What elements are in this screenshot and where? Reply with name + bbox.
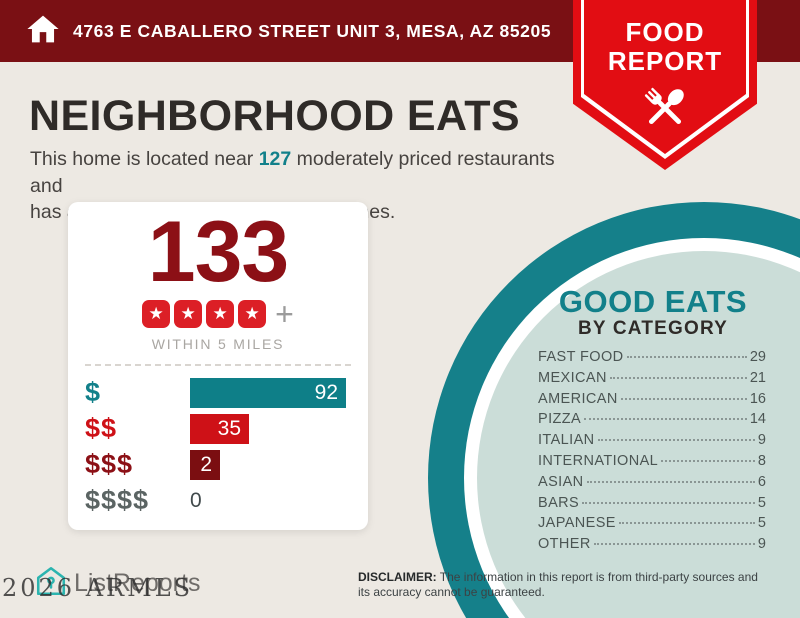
price-tier-label: $$$ [85, 449, 134, 480]
mls-watermark: 2026 ARMLS [2, 574, 194, 602]
category-label: OTHER [538, 536, 591, 553]
price-tier-bar: 92 [190, 377, 346, 408]
star-icon: ★ [174, 299, 203, 328]
disclaimer: DISCLAIMER: The information in this repo… [358, 570, 772, 600]
price-tier-bar: 2 [190, 449, 220, 480]
dotted-leader [584, 418, 747, 421]
dotted-leader [593, 543, 755, 546]
category-label: ITALIAN [538, 432, 595, 449]
price-tier-row: $$$$ 0 [85, 485, 351, 516]
category-row: ASIAN 6 [538, 474, 766, 495]
dotted-leader [609, 376, 747, 379]
category-value: 29 [749, 349, 766, 365]
category-value: 14 [749, 411, 766, 428]
category-value: 9 [757, 536, 766, 553]
category-label: AMERICAN [538, 390, 618, 407]
category-value: 8 [757, 452, 766, 469]
star-icon: ★ [206, 299, 235, 328]
dashed-divider [85, 363, 351, 366]
dotted-leader [618, 522, 755, 525]
restaurant-count: 127 [258, 148, 292, 170]
good-eats-title: GOOD EATS [558, 284, 748, 319]
price-tier-track: 92 [190, 377, 346, 408]
crossed-spoon-fork-icon [573, 81, 757, 140]
category-row: PIZZA 14 [538, 411, 766, 432]
disclaimer-text: The information in this report is from t… [358, 570, 758, 599]
category-list: FAST FOOD 29 MEXICAN 21 AMERICAN 16 PIZZA 14 ITA… [538, 349, 766, 557]
star-rating: ★ ★ ★ ★ + [68, 295, 368, 332]
badge-title: FOOD REPORT [573, 18, 757, 76]
price-tier-label: $$$$ [85, 485, 150, 516]
price-tier-bar-chart: $92 $$ 35 $$$ 2 $$$$ 0 [68, 377, 368, 516]
price-tier-value: 92 [314, 380, 338, 404]
house-outline-icon [34, 564, 68, 603]
dotted-leader [626, 356, 747, 358]
price-tier-row: $$ 35 [85, 413, 351, 444]
intro-line-1: This home is located near 127 moderately… [30, 146, 590, 199]
category-value: 6 [757, 473, 766, 490]
category-row: BARS 5 [538, 495, 766, 516]
price-tier-track: 2 [190, 449, 346, 480]
page-title: NEIGHBORHOOD EATS [29, 92, 520, 140]
plus-sign: + [275, 295, 294, 332]
intro-text-segment: moderately priced restaurants and [30, 148, 555, 197]
badge-title-line2: REPORT [607, 46, 723, 76]
category-label: FAST FOOD [538, 349, 624, 365]
star-icon: ★ [142, 299, 171, 328]
category-label: BARS [538, 494, 580, 511]
price-tier-value: 0 [190, 488, 202, 512]
food-report-badge: FOOD REPORT [573, 0, 757, 170]
badge-title-line1: FOOD [625, 17, 705, 47]
price-tier-track: 35 [190, 413, 346, 444]
dotted-leader [582, 501, 755, 504]
category-value: 9 [757, 432, 766, 449]
listreports-logo: ListReports [34, 564, 200, 603]
good-eats-subtitle: BY CATEGORY [577, 318, 729, 339]
badge-content: FOOD REPORT [573, 18, 757, 140]
category-label: INTERNATIONAL [538, 452, 659, 469]
category-row: AMERICAN 16 [538, 391, 766, 412]
radius-label: WITHIN 5 MILES [151, 335, 285, 352]
dotted-leader [620, 397, 747, 400]
category-value: 21 [749, 369, 766, 386]
total-restaurants-count: 133 [147, 204, 290, 300]
category-value: 16 [749, 390, 766, 407]
category-row: OTHER 9 [538, 536, 766, 557]
category-row: INTERNATIONAL 8 [538, 453, 766, 474]
dotted-leader [597, 439, 755, 442]
disclaimer-label: DISCLAIMER: [358, 570, 437, 584]
star-icons: ★ ★ ★ ★ [142, 299, 267, 328]
price-tier-value: 35 [217, 416, 241, 440]
summary-card: 133 ★ ★ ★ ★ + WITHIN 5 MILES $92 $$ 35 $$$ 2 $$$… [68, 202, 368, 530]
house-icon [26, 12, 60, 51]
category-label: ASIAN [538, 473, 584, 490]
price-tier-track: 0 [190, 486, 346, 516]
category-row: FAST FOOD 29 [538, 349, 766, 370]
price-tier-value: 2 [200, 452, 212, 476]
intro-text-segment: This home is located near [30, 148, 259, 170]
category-label: JAPANESE [538, 515, 616, 532]
star-icon: ★ [238, 299, 267, 328]
category-value: 5 [757, 494, 766, 511]
property-address: 4763 E CABALLERO STREET UNIT 3, MESA, AZ… [73, 20, 552, 41]
category-row: JAPANESE 5 [538, 515, 766, 536]
category-row: ITALIAN 9 [538, 432, 766, 453]
category-label: PIZZA [538, 411, 582, 428]
category-label: MEXICAN [538, 369, 607, 386]
price-tier-row: $$$ 2 [85, 449, 351, 480]
price-tier-row: $92 [85, 377, 351, 408]
logo-wordmark: ListReports [74, 569, 201, 597]
price-tier-label: $ [85, 377, 102, 408]
dotted-leader [661, 459, 755, 462]
price-tier-label: $$ [85, 413, 118, 444]
price-tier-bar: 35 [190, 413, 249, 444]
category-value: 5 [757, 515, 766, 532]
category-row: MEXICAN 21 [538, 370, 766, 391]
dotted-leader [586, 480, 755, 483]
